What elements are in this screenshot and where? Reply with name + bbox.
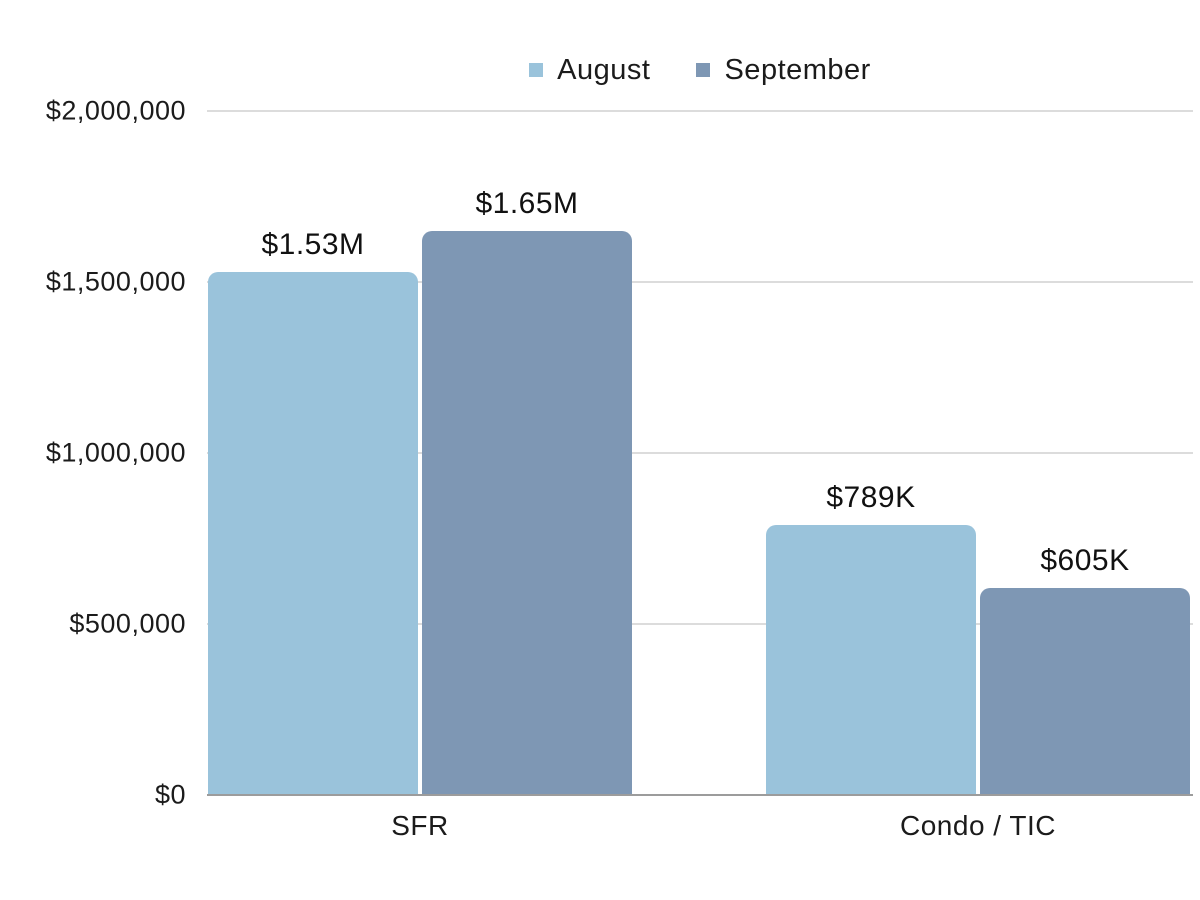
bar-august-condo-tic[interactable] (766, 525, 976, 794)
gridline-2-000-000 (207, 110, 1193, 112)
legend-item-september[interactable]: September (696, 54, 870, 87)
bar-value-label-august-sfr: $1.53M (261, 227, 365, 261)
gridline-500-000 (207, 623, 1193, 625)
y-tick-label-2-000-000: $2,000,000 (45, 95, 186, 126)
bar-september-sfr[interactable] (422, 230, 632, 794)
bar-september-condo-tic[interactable] (980, 588, 1190, 794)
legend-label: September (724, 53, 871, 86)
bar-august-sfr[interactable] (208, 271, 418, 794)
bar-value-label-september-condo-tic: $605K (1040, 544, 1130, 578)
legend-swatch-august (529, 63, 544, 77)
legend-item-august[interactable]: August (529, 54, 650, 87)
gridline-1-000-000 (207, 452, 1193, 454)
legend-swatch-september (696, 63, 711, 77)
y-tick-label-0: $0 (154, 779, 186, 810)
legend: August September (207, 50, 1193, 90)
bar-value-label-september-sfr: $1.65M (475, 186, 579, 220)
x-axis-label-condo-tic: Condo / TIC (900, 810, 1056, 841)
x-axis-label-sfr: SFR (391, 810, 449, 841)
y-tick-label-1-500-000: $1,500,000 (45, 266, 186, 297)
gridline-1-500-000 (207, 281, 1193, 283)
bar-value-label-august-condo-tic: $789K (826, 481, 916, 515)
x-axis-baseline (207, 794, 1193, 796)
legend-label: August (557, 53, 651, 86)
y-tick-label-1-000-000: $1,000,000 (45, 437, 186, 468)
y-tick-label-500-000: $500,000 (69, 608, 186, 639)
